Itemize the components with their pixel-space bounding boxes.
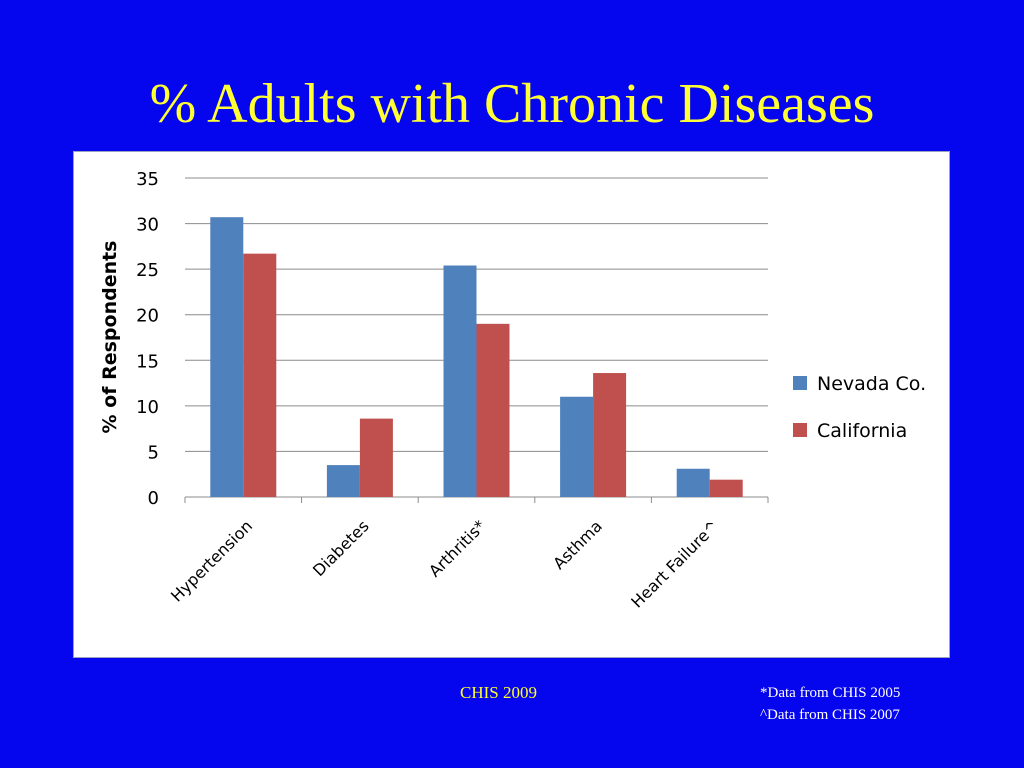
y-tick-label: 5 bbox=[148, 442, 159, 463]
y-tick-label: 0 bbox=[148, 488, 159, 509]
bar bbox=[243, 253, 277, 497]
bar bbox=[709, 479, 743, 497]
footnotes: *Data from CHIS 2005 ^Data from CHIS 200… bbox=[760, 682, 900, 726]
bar bbox=[560, 396, 594, 497]
bar bbox=[443, 265, 477, 497]
chart-panel: 0 5 10 15 20 25 30 35 Hypertension Diabetes Arthri… bbox=[73, 151, 950, 658]
bar bbox=[359, 418, 393, 497]
bar bbox=[210, 217, 244, 497]
legend-label: California bbox=[817, 420, 907, 442]
x-category-label: Arthritis* bbox=[425, 516, 489, 580]
x-category-label: Asthma bbox=[549, 516, 606, 573]
x-category-label: Heart Failure^ bbox=[627, 516, 722, 611]
source-note: CHIS 2009 bbox=[460, 683, 537, 702]
legend-label: Nevada Co. bbox=[817, 373, 926, 395]
bar bbox=[326, 465, 360, 497]
x-category-label: Hypertension bbox=[167, 516, 256, 605]
x-category-label: Diabetes bbox=[309, 516, 373, 580]
y-tick-label: 10 bbox=[136, 397, 159, 418]
y-tick-label: 30 bbox=[136, 215, 159, 236]
y-tick-label: 25 bbox=[136, 260, 159, 281]
footnote: *Data from CHIS 2005 bbox=[760, 685, 901, 701]
y-tick-label: 20 bbox=[136, 306, 159, 327]
y-tick-label: 35 bbox=[136, 169, 159, 190]
legend-swatch bbox=[793, 423, 807, 437]
bar bbox=[676, 468, 710, 497]
bar-chart: 0 5 10 15 20 25 30 35 Hypertension Diabetes Arthri… bbox=[99, 169, 926, 612]
footnote: ^Data from CHIS 2007 bbox=[760, 707, 900, 723]
y-tick-label: 15 bbox=[136, 351, 159, 372]
slide-title: % Adults with Chronic Diseases bbox=[149, 73, 875, 135]
legend-swatch bbox=[793, 376, 807, 390]
y-axis-title: % of Respondents bbox=[99, 241, 121, 434]
bar bbox=[593, 373, 627, 497]
bar bbox=[476, 323, 510, 497]
